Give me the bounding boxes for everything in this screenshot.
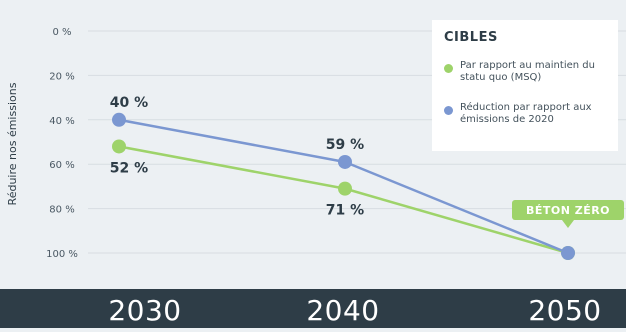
annotation-pointer (562, 220, 574, 228)
y-axis-label: Réduire nos émissions (6, 82, 19, 206)
y-tick-label: 60 % (49, 160, 74, 171)
y-tick-label: 40 % (49, 116, 74, 127)
x-tick-label: 2050 (528, 294, 602, 327)
annotation-badge (512, 200, 624, 220)
legend-label-msq: Par rapport au maintien du statu quo (MS… (460, 60, 595, 83)
x-tick-label: 2040 (306, 294, 380, 327)
data-point (112, 139, 126, 154)
data-point (561, 246, 575, 260)
legend-label-2020: Réduction par rapport aux émissions de 2… (460, 102, 592, 125)
y-tick-label: 80 % (49, 205, 74, 216)
legend-dot-2020 (444, 106, 453, 115)
data-label: 71 % (326, 203, 364, 219)
legend: CIBLES Par rapport au maintien du statu … (432, 20, 618, 151)
x-axis-band: 2030 2040 2050 (0, 289, 626, 328)
chart-plot: 0 % 20 % 40 % 60 % 80 % 100 % 52 % 71 % 40 % 59 %… (46, 27, 626, 260)
y-tick-label: 20 % (49, 71, 74, 82)
data-label: 59 % (326, 137, 364, 153)
data-point (112, 112, 126, 127)
legend-dot-msq (444, 64, 453, 73)
data-point (338, 154, 352, 169)
data-label: 40 % (110, 95, 148, 111)
data-label: 52 % (110, 160, 148, 176)
y-tick-label: 0 % (52, 27, 71, 38)
legend-title: CIBLES (444, 30, 498, 45)
x-tick-label: 2030 (108, 294, 182, 327)
y-tick-label: 100 % (46, 249, 78, 260)
data-point (338, 181, 352, 196)
annotation-text: BÉTON ZÉRO (526, 204, 610, 217)
